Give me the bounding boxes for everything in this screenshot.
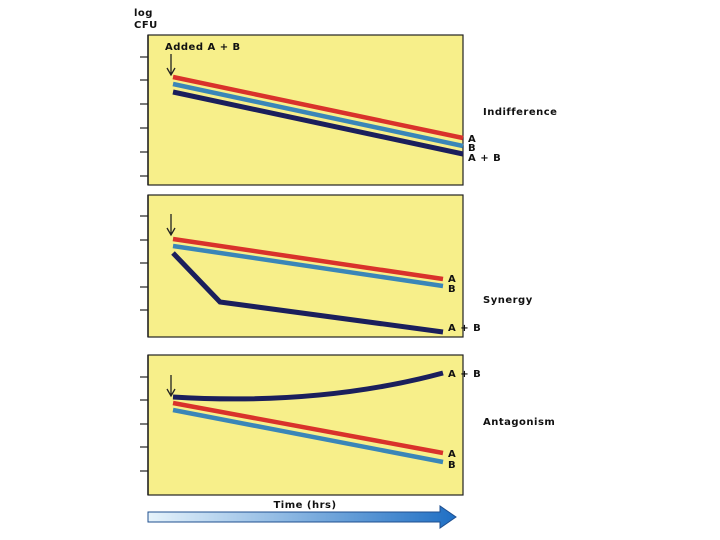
line-label: A + B: [448, 369, 481, 380]
ticks: [140, 56, 148, 177]
line-a: [172, 236, 444, 282]
panel-antagonism: A + B A B Antagonism: [140, 354, 555, 496]
line-ab: [172, 89, 464, 157]
panel-title: Indifference: [483, 107, 557, 118]
time-arrow: [147, 505, 457, 529]
line-label: A + B: [468, 153, 501, 164]
y-axis-label: CFU: [134, 20, 158, 31]
arrow: [166, 54, 176, 77]
panel-background: [147, 34, 464, 186]
line-label: A: [448, 449, 456, 460]
arrow: [166, 214, 176, 237]
ticks: [140, 376, 148, 472]
line-a: [172, 400, 444, 456]
annotation: Added A + B: [165, 42, 241, 53]
line-label: A: [448, 274, 456, 285]
line-ab: [171, 251, 444, 335]
line-a: [172, 74, 464, 141]
line-b: [172, 81, 464, 149]
line-ab: [172, 370, 444, 402]
panel-background: [147, 354, 464, 496]
panel-title: Antagonism: [483, 417, 555, 428]
line-label: A: [468, 134, 476, 145]
line-label: B: [468, 143, 476, 154]
panel-indifference: Added A + B A B A + B Indifference: [140, 34, 557, 186]
panel-synergy: A B A + B Synergy: [140, 194, 533, 338]
ticks: [140, 215, 148, 311]
line-b: [172, 243, 444, 289]
y-axis-label: log: [134, 8, 153, 19]
x-axis-label: Time (hrs): [273, 500, 336, 511]
panel-title: Synergy: [483, 295, 533, 306]
line-label: A + B: [448, 323, 481, 334]
line-label: B: [448, 460, 456, 471]
line-label: B: [448, 284, 456, 295]
axis-title: log CFU: [134, 8, 158, 31]
line-b: [172, 407, 444, 465]
arrow: [166, 375, 176, 398]
